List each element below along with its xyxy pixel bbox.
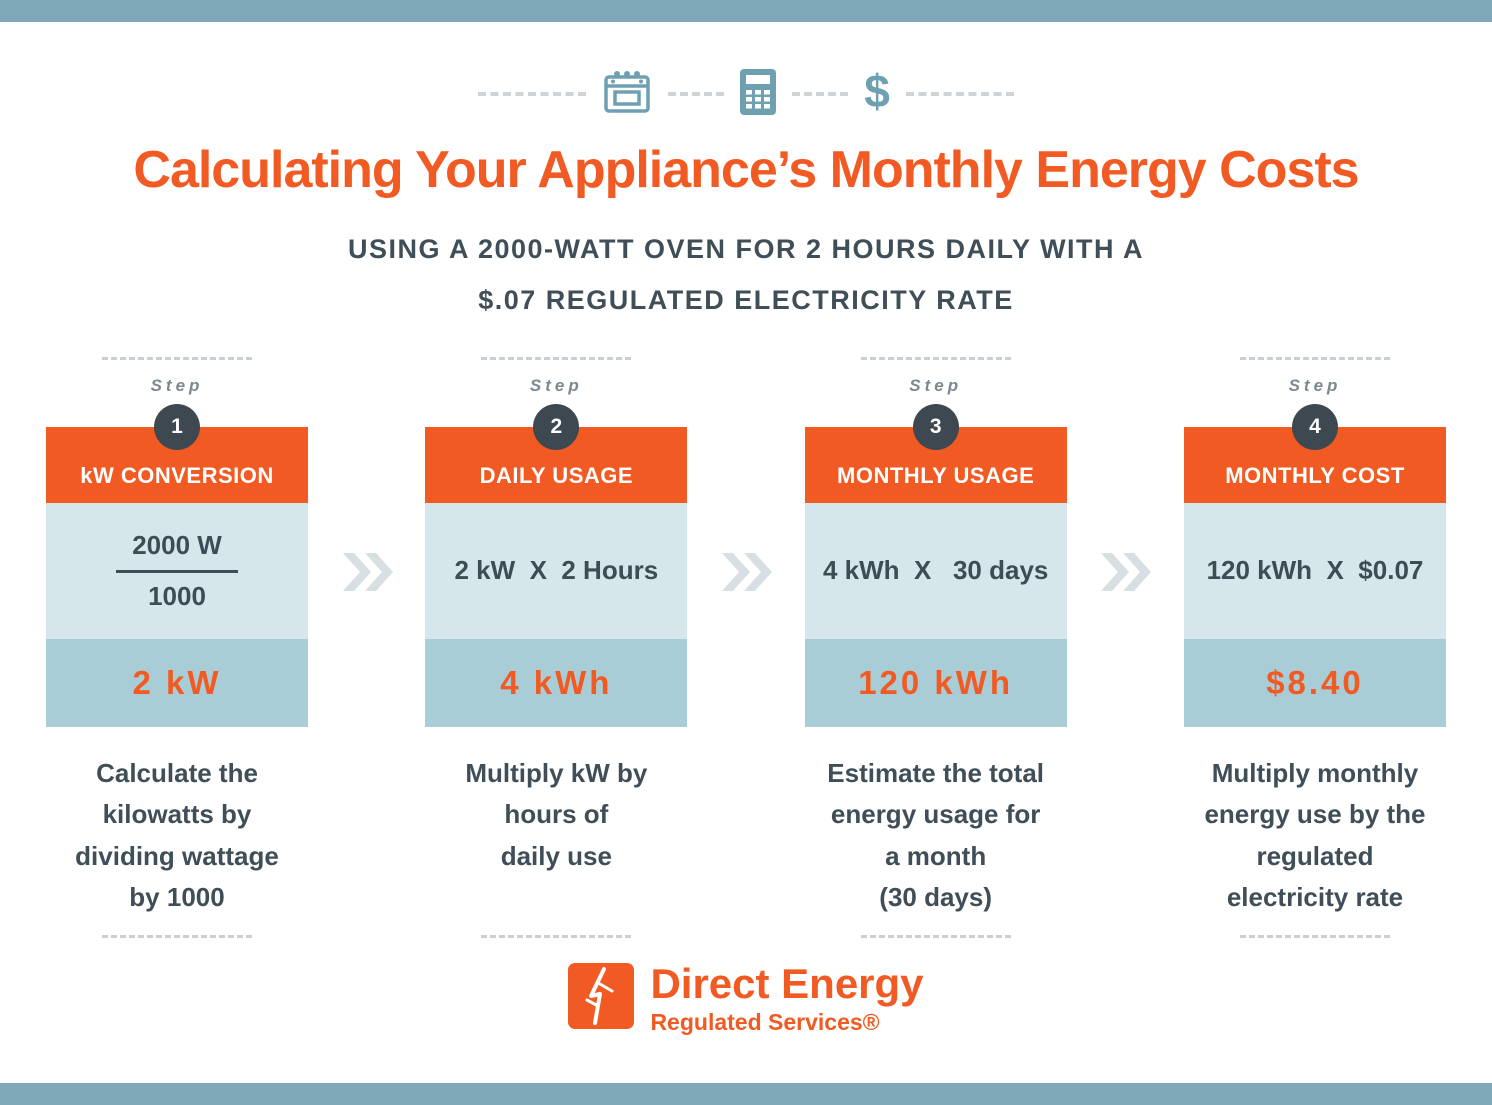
step-card-title: DAILY USAGE xyxy=(425,426,688,503)
step-label: Step xyxy=(529,375,583,395)
step-3: Step 3 MONTHLY USAGE 4 kWh X 30 days 120… xyxy=(804,356,1067,938)
step-description: Multiply kW by hours of daily use xyxy=(465,757,648,871)
step-card: DAILY USAGE 2 kW X 2 Hours 4 kWh xyxy=(425,426,688,727)
steps-row: Step 1 kW CONVERSION 2000 W 1000 2 kW Ca… xyxy=(0,356,1492,938)
formula-text: 120 kWh X $0.07 xyxy=(1206,555,1424,586)
brand-text: Direct Energy Regulated Services® xyxy=(650,959,924,1036)
step-formula: 2 kW X 2 Hours xyxy=(425,502,688,639)
step-number-badge: 3 xyxy=(912,403,959,450)
step-result: 2 kW xyxy=(46,638,308,727)
dashed-divider xyxy=(905,92,1014,96)
icon-row: $ xyxy=(0,65,1492,120)
step-result: 4 kWh xyxy=(425,638,688,727)
dashed-divider xyxy=(1239,934,1390,938)
step-result: 120 kWh xyxy=(804,638,1067,727)
step-formula: 2000 W 1000 xyxy=(46,502,308,639)
top-border-bar xyxy=(0,0,1492,22)
step-formula: 4 kWh X 30 days xyxy=(804,502,1067,639)
dashed-divider xyxy=(860,934,1011,938)
brand-tagline: Regulated Services® xyxy=(650,1008,880,1035)
header: $ Calculating Your Appliance’s Monthly E… xyxy=(0,0,1492,327)
step-description: Estimate the total energy usage for a mo… xyxy=(827,757,1045,913)
fraction-numerator: 2000 W xyxy=(116,530,238,573)
step-number-badge: 4 xyxy=(1291,403,1338,450)
oven-icon xyxy=(602,69,652,120)
brand-name: Direct Energy xyxy=(650,959,924,1007)
step-formula: 120 kWh X $0.07 xyxy=(1183,502,1446,639)
step-label: Step xyxy=(909,375,963,395)
dashed-divider xyxy=(860,356,1011,360)
step-card: MONTHLY COST 120 kWh X $0.07 $8.40 xyxy=(1183,426,1446,727)
step-4: Step 4 MONTHLY COST 120 kWh X $0.07 $8.4… xyxy=(1183,356,1446,938)
dashed-divider xyxy=(102,934,252,938)
dashed-divider xyxy=(481,934,632,938)
step-result: $8.40 xyxy=(1183,638,1446,727)
brand-footer: Direct Energy Regulated Services® xyxy=(0,959,1492,1036)
dashed-divider xyxy=(481,356,632,360)
step-card: MONTHLY USAGE 4 kWh X 30 days 120 kWh xyxy=(804,426,1067,727)
formula-text: 2 kW X 2 Hours xyxy=(454,555,659,586)
dashed-divider xyxy=(478,92,587,96)
dashed-divider xyxy=(792,92,849,96)
step-number-badge: 1 xyxy=(154,403,200,450)
fraction: 2000 W 1000 xyxy=(116,530,238,612)
step-2: Step 2 DAILY USAGE 2 kW X 2 Hours 4 kWh … xyxy=(425,356,688,938)
dashed-divider xyxy=(668,92,725,96)
calculator-icon xyxy=(740,68,777,120)
step-description: Calculate the kilowatts by dividing watt… xyxy=(75,757,279,913)
step-number-badge: 2 xyxy=(533,403,580,450)
page-title: Calculating Your Appliance’s Monthly Ene… xyxy=(133,141,1359,199)
next-step-chevron-icon xyxy=(1067,552,1184,591)
fraction-denominator: 1000 xyxy=(148,580,206,611)
step-1: Step 1 kW CONVERSION 2000 W 1000 2 kW Ca… xyxy=(46,356,308,938)
next-step-chevron-icon xyxy=(308,552,425,591)
bottom-border-bar xyxy=(0,1083,1492,1105)
step-card: kW CONVERSION 2000 W 1000 2 kW xyxy=(46,426,308,727)
step-description: Multiply monthly energy use by the regul… xyxy=(1204,757,1426,913)
step-label: Step xyxy=(150,375,204,395)
page-subtitle: USING A 2000-WATT OVEN FOR 2 HOURS DAILY… xyxy=(347,234,1145,316)
formula-text: 4 kWh X 30 days xyxy=(822,555,1049,586)
dashed-divider xyxy=(102,356,252,360)
dashed-divider xyxy=(1239,356,1390,360)
dollar-icon: $ xyxy=(864,65,890,117)
next-step-chevron-icon xyxy=(687,552,804,591)
step-label: Step xyxy=(1288,375,1342,395)
direct-energy-logo-mark xyxy=(568,963,635,1034)
